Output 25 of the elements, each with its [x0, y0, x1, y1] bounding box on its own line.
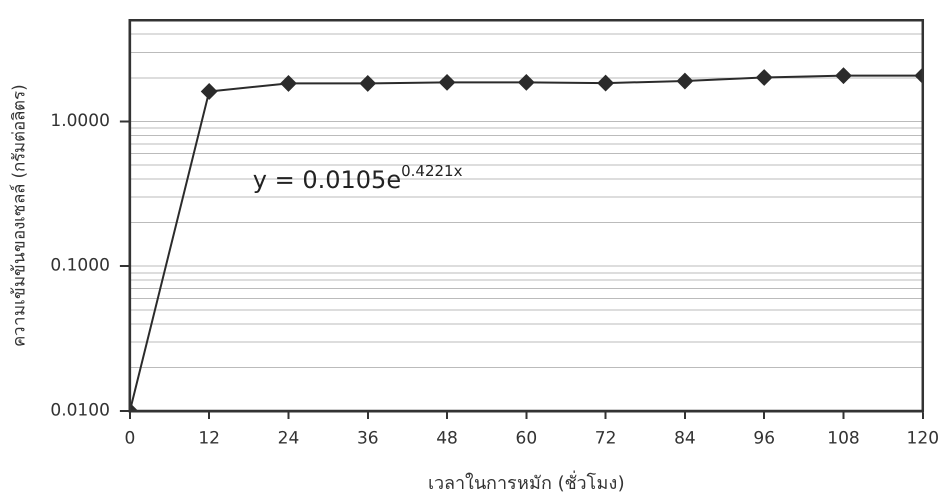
point — [676, 73, 693, 90]
x-tick-label: 72 — [594, 428, 616, 449]
x-tick-label: 96 — [753, 428, 776, 449]
x-tick-label: 84 — [674, 428, 696, 449]
x-tick-label: 120 — [906, 428, 940, 449]
x-tick-label: 0 — [124, 428, 136, 449]
x-tick-label: 12 — [198, 428, 220, 449]
y-tick-label: 0.1000 — [50, 256, 110, 276]
x-tick-label: 24 — [278, 428, 300, 449]
point — [360, 75, 376, 92]
point — [201, 83, 218, 100]
point — [518, 74, 534, 90]
x-tick-label: 60 — [516, 428, 538, 449]
x-tick-label: 48 — [436, 428, 458, 449]
y-axis-title: ความเข้มข้นของเซลล์ (กรัมต่อลิตร) — [10, 84, 30, 347]
x-tick-label: 36 — [356, 428, 379, 449]
x-axis-title: เวลาในการหมัก (ชั่วโมง) — [428, 470, 625, 494]
point — [835, 68, 852, 84]
x-tick-label: 108 — [827, 428, 860, 449]
point — [280, 75, 296, 92]
point — [756, 70, 772, 86]
y-tick-label: 1.0000 — [50, 110, 110, 131]
point — [598, 75, 614, 92]
y-tick-label: 0.0100 — [50, 400, 110, 420]
point — [439, 74, 456, 90]
